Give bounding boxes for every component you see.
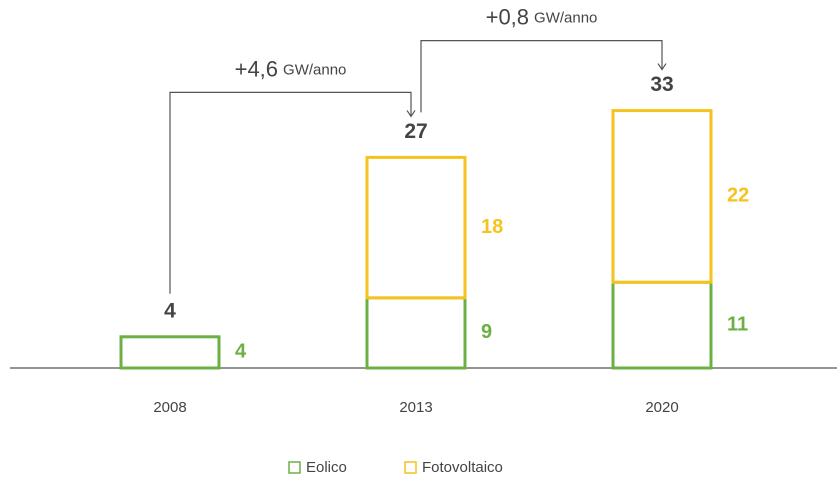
annotation: +0,8 GW/anno [486,4,598,29]
connector [169,91,412,294]
value-label: 18 [481,216,503,238]
value-label: 9 [481,321,492,343]
annotation-unit: GW/anno [534,10,597,27]
legend-label: Fotovoltaico [422,459,503,476]
x-tick-label: 2008 [153,399,186,416]
legend-swatch [288,461,301,474]
arrowhead [657,63,667,71]
bar-segment [365,296,467,370]
legend-label: Eolico [306,459,347,476]
x-tick-label: 2020 [645,399,678,416]
connector [420,40,663,113]
annotation: +4,6 GW/anno [235,56,347,81]
legend-swatch [404,461,417,474]
value-label: 11 [727,313,748,335]
value-label: 22 [727,185,749,207]
annotation-unit: GW/anno [283,61,346,78]
annotation-value: +0,8 [486,4,529,29]
total-label: 27 [404,120,427,143]
annotation-value: +4,6 [235,56,278,81]
bar-segment [611,109,713,284]
arrowhead [406,110,416,118]
bar-segment [119,335,221,370]
value-label: 4 [235,341,247,363]
bar-segment [365,155,467,300]
bar-segment [611,280,713,370]
x-tick-label: 2013 [399,399,432,416]
total-label: 4 [164,299,176,322]
total-label: 33 [650,73,673,96]
